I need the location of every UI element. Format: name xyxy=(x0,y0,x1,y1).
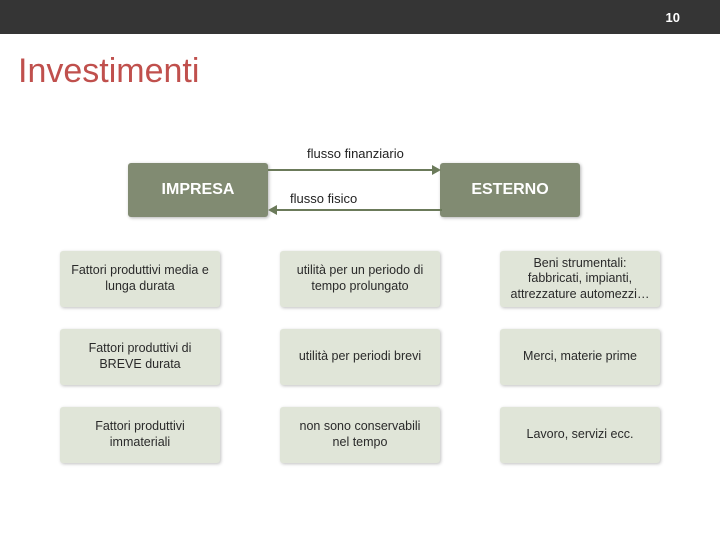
flow-top-label: flusso finanziario xyxy=(307,146,404,161)
row2-mid: utilità per periodi brevi xyxy=(280,329,440,385)
row3-right-text: Lavoro, servizi ecc. xyxy=(527,427,634,443)
row3-mid: non sono conservabili nel tempo xyxy=(280,407,440,463)
arrow-bottom-head xyxy=(268,205,277,215)
impresa-box: IMPRESA xyxy=(128,163,268,217)
row3-left-text: Fattori produttivi immateriali xyxy=(70,419,210,450)
diagram-area: IMPRESA ESTERNO flusso finanziario fluss… xyxy=(0,91,720,531)
header-bar: 10 xyxy=(0,0,720,34)
row3-left: Fattori produttivi immateriali xyxy=(60,407,220,463)
flow-bottom-label: flusso fisico xyxy=(290,191,357,206)
row1-left-text: Fattori produttivi media e lunga durata xyxy=(70,263,210,294)
row2-right-text: Merci, materie prime xyxy=(523,349,637,365)
row1-right: Beni strumentali: fabbricati, impianti, … xyxy=(500,251,660,307)
esterno-box: ESTERNO xyxy=(440,163,580,217)
arrow-bottom-line xyxy=(276,209,442,211)
row1-mid: utilità per un periodo di tempo prolunga… xyxy=(280,251,440,307)
page-title: Investimenti xyxy=(0,34,720,91)
row3-mid-text: non sono conservabili nel tempo xyxy=(290,419,430,450)
row1-left: Fattori produttivi media e lunga durata xyxy=(60,251,220,307)
row2-right: Merci, materie prime xyxy=(500,329,660,385)
arrow-top-line xyxy=(268,169,434,171)
page-number: 10 xyxy=(666,10,680,25)
row2-left: Fattori produttivi di BREVE durata xyxy=(60,329,220,385)
row1-mid-text: utilità per un periodo di tempo prolunga… xyxy=(290,263,430,294)
impresa-label: IMPRESA xyxy=(162,181,235,199)
row2-left-text: Fattori produttivi di BREVE durata xyxy=(70,341,210,372)
esterno-label: ESTERNO xyxy=(471,181,548,199)
row2-mid-text: utilità per periodi brevi xyxy=(299,349,421,365)
row1-right-text: Beni strumentali: fabbricati, impianti, … xyxy=(510,256,650,303)
arrow-top-head xyxy=(432,165,441,175)
row3-right: Lavoro, servizi ecc. xyxy=(500,407,660,463)
